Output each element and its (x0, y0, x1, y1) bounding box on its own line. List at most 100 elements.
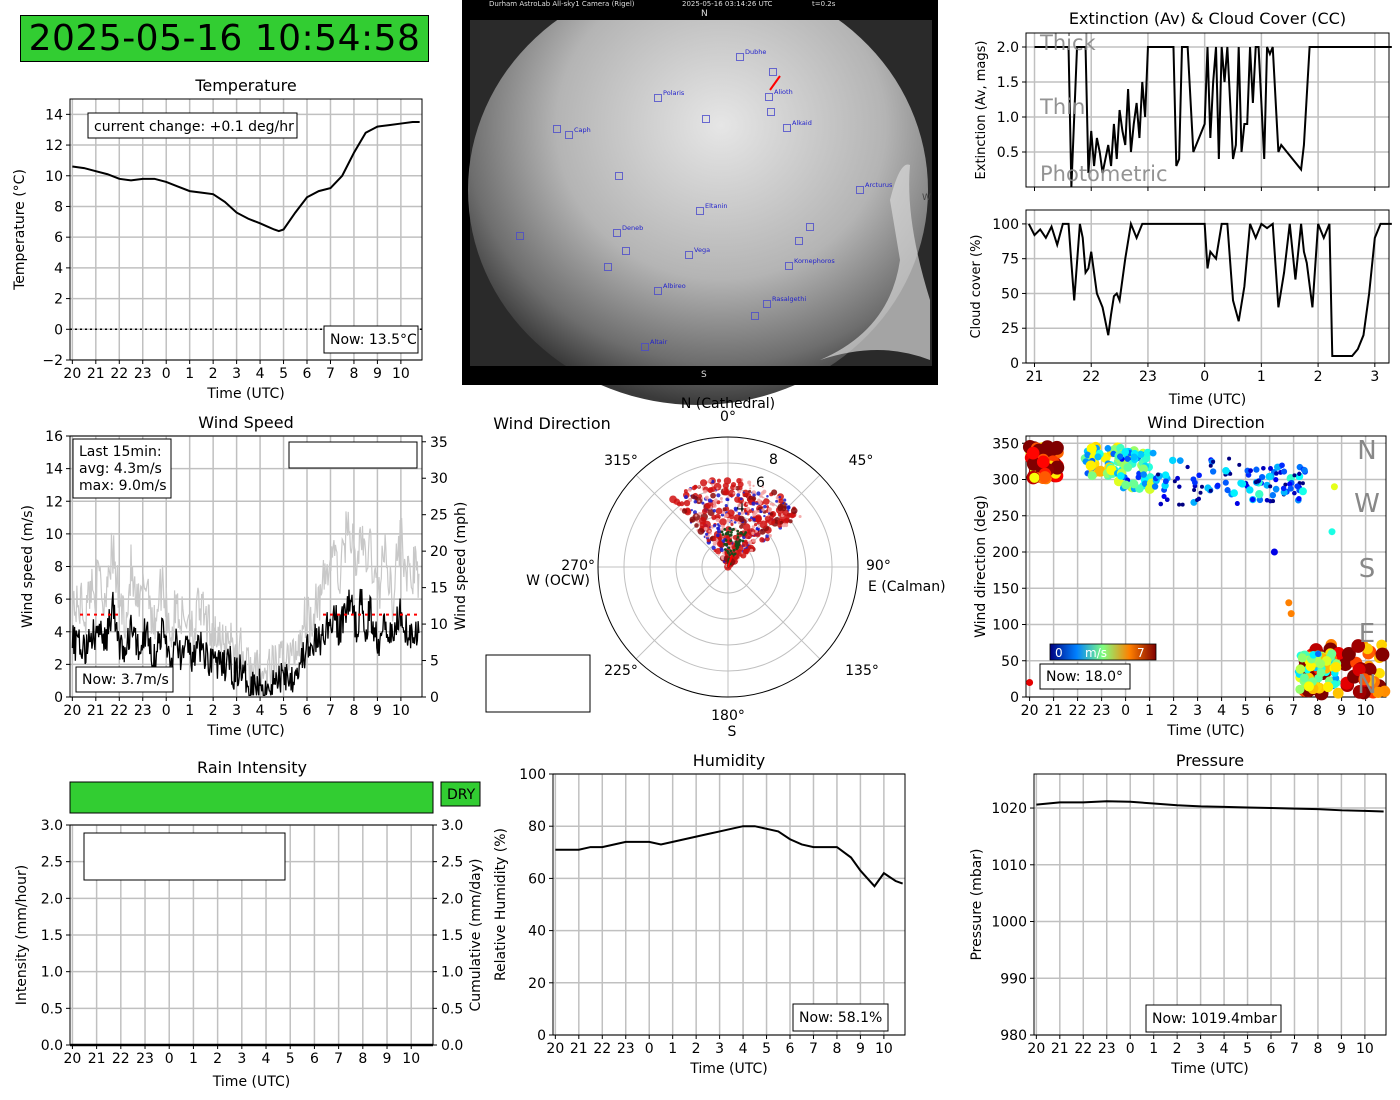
wind-point (742, 491, 745, 494)
colorbar-max: 7 (1137, 646, 1145, 660)
wind-point (757, 526, 760, 529)
wind-point (711, 514, 717, 520)
wind-point (1172, 479, 1177, 484)
wind-point (1372, 686, 1384, 698)
wind-point (742, 523, 751, 531)
y-tick-label: 0 (1010, 690, 1019, 706)
wind-point (745, 502, 749, 506)
wind-point (722, 507, 727, 512)
wind-point (763, 514, 766, 518)
change-annotation: current change: +0.1 deg/hr (94, 119, 294, 135)
star-label: Alioth (774, 88, 793, 96)
wind-point (785, 503, 788, 506)
x-tick-label: 22 (110, 703, 128, 719)
wind-point (1265, 472, 1273, 481)
colorbar-min: 0 (1055, 646, 1063, 660)
x-tick-label: 22 (1069, 703, 1087, 719)
wind-point (1084, 451, 1091, 459)
compass-west: W (922, 193, 931, 203)
star-marker (565, 131, 573, 139)
wind-point (1268, 466, 1273, 471)
legend (485, 654, 591, 713)
star-label: Arcturus (865, 181, 893, 189)
wind-point (724, 539, 728, 542)
x-tick-label: 3 (232, 703, 241, 719)
wind-point (1303, 681, 1314, 692)
wind-point (759, 520, 768, 529)
wind-point (737, 503, 742, 508)
wind-point (1094, 453, 1102, 461)
y-tick-label-right: 0.0 (441, 1038, 463, 1054)
x-tick-label: 21 (88, 1051, 106, 1067)
star-marker (613, 229, 621, 237)
wind-point (1117, 472, 1125, 480)
y-tick-label: 4 (54, 625, 63, 641)
wind-point (755, 502, 759, 505)
wind-point (689, 518, 694, 523)
wind-point (751, 538, 756, 543)
wind-point (1264, 497, 1270, 503)
star-marker (806, 223, 814, 231)
x-tick-label: 7 (1289, 703, 1298, 719)
wind-point (1026, 446, 1040, 460)
compass-label: N (1357, 436, 1376, 466)
wind-point (767, 514, 770, 517)
x-tick-label: 22 (593, 1041, 611, 1057)
star-marker (769, 68, 777, 76)
x-axis-label: Time (UTC) (206, 723, 284, 739)
wind-point (733, 506, 738, 511)
y-axis-label: Temperature (°C) (12, 169, 28, 291)
wind-point (769, 512, 774, 516)
y-tick-label: 0 (537, 1028, 546, 1044)
wind-point (701, 497, 704, 500)
wind-point (1123, 463, 1133, 472)
wind-point (1327, 649, 1337, 659)
wind-point (747, 540, 752, 545)
wind-point (739, 531, 743, 535)
plot-frame (1025, 435, 1387, 698)
wind-point (1297, 471, 1302, 477)
wind-point (726, 530, 730, 534)
y-tick-label: 2.0 (997, 40, 1019, 56)
y-tick-label-right: 0.5 (441, 1001, 463, 1017)
x-tick-label: 10 (392, 366, 410, 382)
x-tick-label: 5 (1243, 1041, 1252, 1057)
wind-point (704, 495, 709, 500)
x-tick-label: 6 (1267, 1041, 1276, 1057)
y-tick-label: 0 (1010, 356, 1019, 372)
x-tick-label: 9 (856, 1041, 865, 1057)
wind-point (752, 517, 757, 522)
wind-point (716, 487, 719, 490)
y-tick-label: 50 (1001, 286, 1019, 302)
wind-point (1358, 673, 1371, 686)
star-marker (654, 287, 662, 295)
wind-point (728, 527, 732, 530)
wind-point (714, 547, 722, 555)
x-tick-label: 23 (1139, 369, 1157, 385)
wind-point (785, 513, 791, 519)
wind-point (733, 521, 737, 524)
wind-point (1287, 485, 1294, 492)
x-tick-label: 1 (668, 1041, 677, 1057)
x-tick-label: 7 (326, 703, 335, 719)
angle-label: 270° (561, 558, 595, 574)
wind-point (762, 498, 770, 505)
x-tick-label: 6 (310, 1051, 319, 1067)
wind-point (742, 501, 745, 504)
wind-point (1151, 483, 1159, 490)
x-tick-label: 8 (1313, 1041, 1322, 1057)
x-tick-label: 22 (1074, 1041, 1092, 1057)
wind-point (704, 532, 709, 536)
annotation-box (792, 1003, 889, 1032)
wind-point (1270, 548, 1278, 556)
star-label: Deneb (622, 224, 643, 232)
wind-point (1298, 487, 1307, 496)
x-tick-label: 3 (1370, 369, 1379, 385)
wind-point (736, 532, 740, 536)
x-tick-label: 20 (1021, 703, 1039, 719)
wind-point (728, 533, 732, 537)
x-tick-label: 20 (546, 1041, 564, 1057)
chart-title: Rain Intensity (197, 758, 307, 777)
wind-point (1214, 482, 1221, 489)
wind-point (1285, 599, 1293, 607)
